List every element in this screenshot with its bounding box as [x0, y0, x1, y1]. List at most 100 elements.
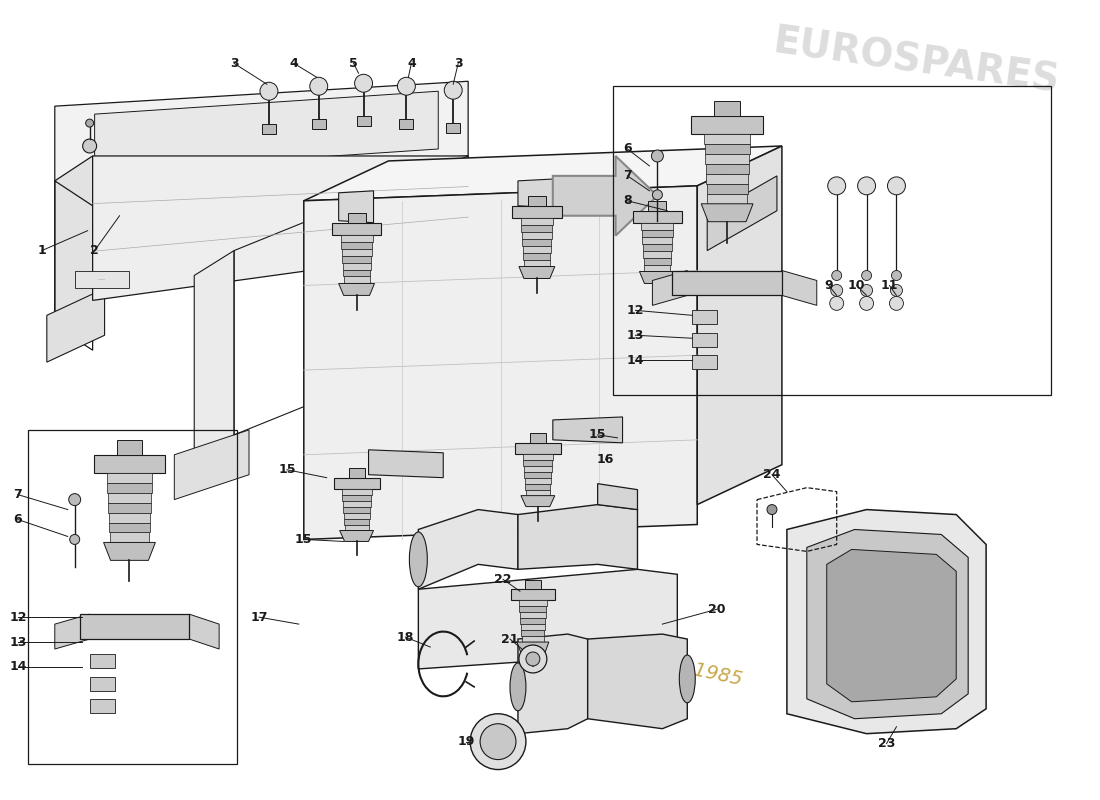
Polygon shape	[342, 249, 372, 255]
Circle shape	[888, 177, 905, 195]
Polygon shape	[672, 270, 782, 295]
Polygon shape	[189, 614, 219, 649]
Text: a passion for parts since 1985: a passion for parts since 1985	[452, 609, 744, 689]
Circle shape	[891, 285, 902, 297]
Polygon shape	[47, 289, 104, 362]
Polygon shape	[521, 232, 552, 238]
Polygon shape	[418, 510, 518, 590]
Polygon shape	[438, 375, 522, 445]
Text: 14: 14	[9, 661, 26, 674]
Polygon shape	[517, 642, 549, 653]
Polygon shape	[553, 156, 658, 236]
Polygon shape	[786, 510, 986, 734]
Circle shape	[480, 724, 516, 759]
Polygon shape	[342, 489, 372, 494]
Polygon shape	[644, 244, 672, 250]
Polygon shape	[469, 224, 508, 425]
Polygon shape	[644, 258, 671, 265]
Polygon shape	[343, 513, 370, 518]
Polygon shape	[524, 259, 550, 266]
Text: 7: 7	[13, 488, 22, 501]
Polygon shape	[524, 460, 552, 466]
Circle shape	[519, 645, 547, 673]
Text: 5: 5	[349, 57, 358, 70]
Polygon shape	[528, 196, 546, 206]
Circle shape	[526, 652, 540, 666]
Bar	[692, 334, 717, 347]
Polygon shape	[652, 270, 688, 306]
Bar	[692, 355, 717, 369]
Polygon shape	[520, 618, 546, 624]
Polygon shape	[342, 494, 371, 501]
Polygon shape	[519, 266, 554, 278]
Polygon shape	[642, 230, 673, 237]
Bar	[89, 699, 114, 713]
Circle shape	[827, 177, 846, 195]
Polygon shape	[519, 606, 547, 612]
Text: 3: 3	[454, 57, 462, 70]
Polygon shape	[343, 270, 370, 277]
Circle shape	[890, 297, 903, 310]
Polygon shape	[342, 262, 371, 270]
Circle shape	[86, 119, 94, 127]
Polygon shape	[195, 250, 234, 485]
Text: 21: 21	[502, 633, 519, 646]
Text: 15: 15	[295, 533, 312, 546]
Bar	[89, 677, 114, 691]
Polygon shape	[343, 277, 370, 283]
Polygon shape	[341, 234, 373, 242]
Circle shape	[652, 190, 662, 200]
Polygon shape	[521, 225, 552, 232]
Polygon shape	[705, 144, 749, 154]
Polygon shape	[55, 614, 89, 649]
Polygon shape	[521, 496, 554, 506]
Circle shape	[829, 297, 844, 310]
Text: 1: 1	[37, 244, 46, 257]
Polygon shape	[697, 146, 782, 505]
Text: 7: 7	[623, 170, 631, 182]
Polygon shape	[827, 550, 956, 702]
Circle shape	[470, 714, 526, 770]
Circle shape	[310, 78, 328, 95]
Polygon shape	[522, 238, 551, 246]
Polygon shape	[525, 472, 551, 478]
Text: 12: 12	[9, 610, 26, 624]
Circle shape	[397, 78, 416, 95]
Text: EUROSPARES: EUROSPARES	[771, 22, 1063, 100]
Polygon shape	[339, 191, 374, 222]
Text: 13: 13	[627, 329, 645, 342]
Polygon shape	[522, 246, 551, 253]
Polygon shape	[304, 186, 697, 539]
Polygon shape	[108, 502, 151, 513]
Polygon shape	[701, 204, 754, 222]
Text: ----: ----	[98, 277, 106, 282]
Polygon shape	[706, 164, 748, 174]
Polygon shape	[304, 146, 782, 201]
Polygon shape	[706, 174, 748, 184]
Text: 17: 17	[250, 610, 267, 624]
Text: 15: 15	[278, 463, 296, 476]
Circle shape	[82, 139, 97, 153]
Text: 14: 14	[627, 354, 645, 366]
Polygon shape	[644, 250, 671, 258]
Text: 16: 16	[597, 454, 614, 466]
Polygon shape	[782, 270, 817, 306]
Polygon shape	[806, 530, 968, 718]
Circle shape	[354, 74, 373, 92]
Polygon shape	[519, 600, 547, 606]
Polygon shape	[642, 237, 672, 244]
Polygon shape	[348, 213, 365, 222]
Polygon shape	[368, 450, 443, 478]
Polygon shape	[648, 201, 667, 210]
Polygon shape	[645, 265, 670, 271]
Text: 22: 22	[494, 573, 512, 586]
Text: 8: 8	[624, 194, 631, 207]
Circle shape	[891, 270, 901, 281]
Polygon shape	[518, 179, 556, 208]
Bar	[356, 116, 371, 126]
Polygon shape	[103, 542, 155, 560]
Polygon shape	[707, 176, 777, 250]
Text: 15: 15	[588, 428, 606, 442]
Polygon shape	[512, 590, 554, 600]
Polygon shape	[521, 218, 553, 225]
